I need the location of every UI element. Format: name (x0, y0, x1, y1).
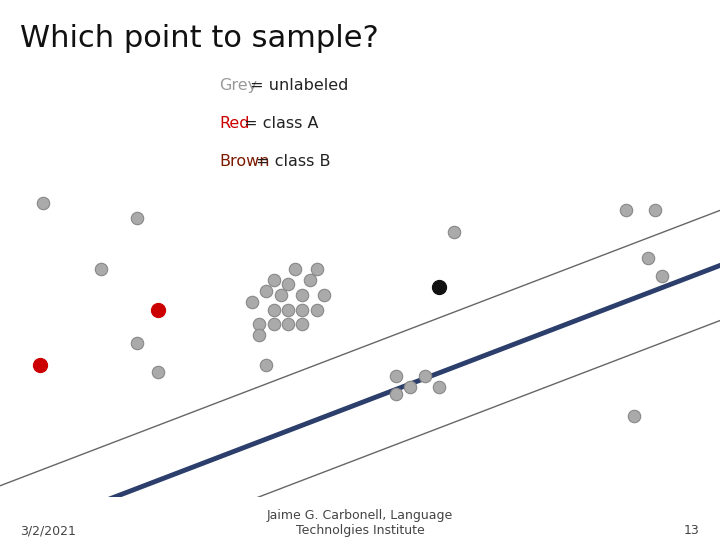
Point (311, 305, 323, 314)
Point (153, 368, 164, 376)
Point (448, 228, 459, 237)
Text: = unlabeled: = unlabeled (245, 78, 348, 93)
Point (297, 305, 308, 314)
Point (289, 265, 301, 273)
Point (433, 283, 445, 292)
Point (275, 291, 287, 299)
Point (304, 276, 315, 285)
Point (153, 305, 164, 314)
Point (95, 265, 107, 273)
Point (433, 382, 445, 391)
Point (282, 305, 294, 314)
Point (282, 320, 294, 328)
Point (628, 411, 639, 420)
Point (268, 320, 279, 328)
Point (642, 254, 654, 262)
Text: Brown: Brown (220, 154, 270, 169)
Point (297, 291, 308, 299)
Point (34, 360, 45, 369)
Text: Grey: Grey (220, 78, 258, 93)
Point (131, 338, 143, 347)
Point (405, 382, 416, 391)
Point (268, 276, 279, 285)
Point (261, 360, 272, 369)
Point (649, 206, 661, 215)
Text: = class A: = class A (238, 116, 318, 131)
Point (131, 213, 143, 222)
Point (318, 291, 330, 299)
Text: Jaime G. Carbonell, Language
Technolgies Institute: Jaime G. Carbonell, Language Technolgies… (267, 509, 453, 537)
Point (282, 280, 294, 288)
Text: 3/2/2021: 3/2/2021 (20, 524, 76, 537)
Point (390, 390, 402, 399)
Point (261, 287, 272, 295)
Text: = class B: = class B (251, 154, 330, 169)
Text: Red: Red (220, 116, 250, 131)
Text: Which point to sample?: Which point to sample? (20, 24, 379, 53)
Point (246, 298, 258, 307)
Point (253, 331, 265, 340)
Point (253, 320, 265, 328)
Point (390, 372, 402, 380)
Point (419, 372, 431, 380)
Point (657, 272, 668, 281)
Point (37, 199, 49, 207)
Point (621, 206, 632, 215)
Point (268, 305, 279, 314)
Point (297, 320, 308, 328)
Point (311, 265, 323, 273)
Text: 13: 13 (684, 524, 700, 537)
